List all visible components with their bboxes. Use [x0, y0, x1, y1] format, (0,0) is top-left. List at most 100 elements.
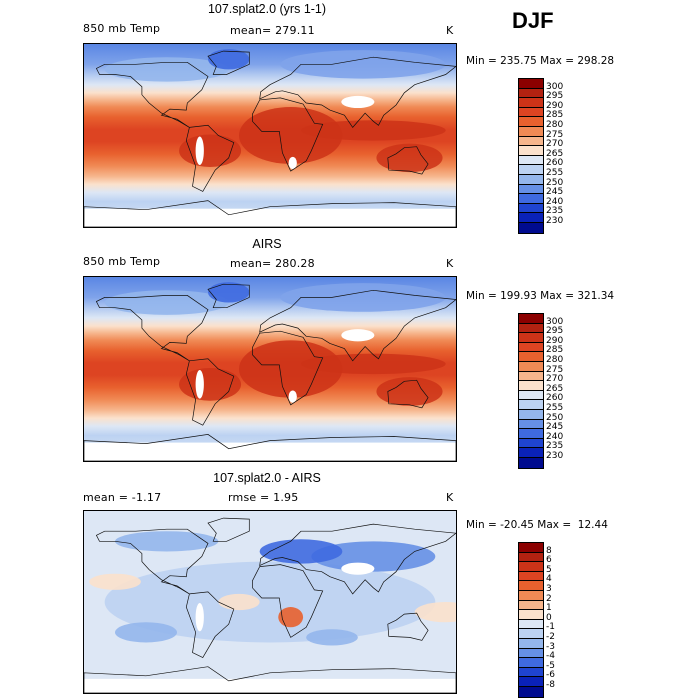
colorbar-tick-label: 295 — [546, 91, 564, 102]
colorbar-tick-label: 240 — [546, 431, 564, 442]
coastline-australia — [387, 612, 429, 641]
map-field — [84, 511, 456, 693]
mean-label: mean = -1.17 — [83, 491, 162, 504]
coastline-greenland — [207, 283, 250, 309]
panel-title: 107.splat2.0 (yrs 1-1) — [207, 2, 327, 16]
colorbar-swatch — [519, 658, 543, 668]
colorbar-swatch — [519, 314, 543, 324]
colorbar-swatch — [519, 448, 543, 458]
colorbar-tick-label: 275 — [546, 129, 564, 140]
colorbar-swatch — [519, 194, 543, 204]
coastline-north-america — [95, 61, 209, 128]
colorbar-swatch — [519, 419, 543, 430]
colorbar-tick-label: -4 — [546, 651, 555, 662]
colorbar-tick-label: 285 — [546, 110, 564, 121]
colorbar — [518, 313, 544, 469]
map-field — [84, 277, 456, 461]
colorbar-tick-label: 8 — [546, 545, 552, 556]
colorbar-tick-label: 0 — [546, 612, 552, 623]
panel-title: 107.splat2.0 - AIRS — [213, 471, 321, 485]
colorbar-tick-label: -3 — [546, 641, 555, 652]
colorbar-tick-label: 250 — [546, 412, 564, 423]
colorbar-swatch — [519, 438, 543, 449]
panel-observation: AIRS 850 mb Temp mean= 280.28 K Min = 19… — [0, 235, 700, 469]
coastline-eurasia — [259, 289, 456, 362]
colorbar-swatch — [519, 600, 543, 611]
coastline-australia — [387, 146, 429, 175]
colorbar — [518, 78, 544, 234]
variable-label: 850 mb Temp — [83, 22, 161, 35]
colorbar-swatch — [519, 409, 543, 420]
min-max-label: Min = 199.93 Max = 321.34 — [466, 290, 615, 302]
temperature-map — [83, 276, 457, 462]
colorbar-tick-label: 290 — [546, 335, 564, 346]
unit-label: K — [446, 491, 454, 504]
coastline-antarctica — [84, 434, 456, 461]
colorbar-tick-label: 285 — [546, 345, 564, 356]
colorbar-tick-label: 3 — [546, 584, 552, 594]
coastline-south-america — [185, 591, 235, 659]
colorbar-swatch — [519, 381, 543, 391]
coastline-greenland — [207, 50, 250, 75]
colorbar-tick-label: 250 — [546, 177, 564, 188]
colorbar-swatch — [519, 155, 543, 166]
colorbar-tick-label: 240 — [546, 196, 564, 207]
colorbar-tick-label: 255 — [546, 168, 564, 178]
colorbar-swatch — [519, 619, 543, 630]
colorbar-swatch — [519, 638, 543, 649]
colorbar-swatch — [519, 390, 543, 401]
coastline-north-america — [95, 528, 209, 595]
colorbar-swatch — [519, 552, 543, 563]
colorbar-swatch — [519, 457, 543, 468]
colorbar-swatch — [519, 590, 543, 601]
coastline-africa — [252, 330, 324, 406]
colorbar-swatch — [519, 342, 543, 353]
panel-model: 107.splat2.0 (yrs 1-1) 850 mb Temp mean=… — [0, 0, 700, 235]
colorbar-tick-label: 6 — [546, 555, 552, 566]
colorbar-swatch — [519, 371, 543, 382]
colorbar-tick-label: 295 — [546, 326, 564, 337]
colorbar-tick-label: 275 — [546, 364, 564, 375]
variable-label: 850 mb Temp — [83, 255, 161, 268]
colorbar-swatch — [519, 400, 543, 410]
coastline-south-america — [185, 358, 235, 426]
colorbar-swatch — [519, 629, 543, 639]
colorbar-swatch — [519, 165, 543, 175]
colorbar-tick-label: 230 — [546, 216, 564, 226]
coastline-antarctica — [84, 200, 456, 227]
colorbar-tick-label: 235 — [546, 441, 564, 452]
colorbar-swatch — [519, 107, 543, 118]
colorbar-tick-label: -6 — [546, 670, 555, 681]
colorbar-swatch — [519, 98, 543, 108]
colorbar-swatch — [519, 88, 543, 99]
colorbar-tick-label: 280 — [546, 355, 564, 365]
colorbar-tick-label: -8 — [546, 680, 555, 690]
coastline-australia — [387, 379, 429, 409]
colorbar-tick-label: 260 — [546, 393, 564, 404]
coastline-greenland — [207, 517, 250, 542]
colorbar-tick-label: 300 — [546, 316, 564, 327]
colorbar-tick-label: 265 — [546, 148, 564, 159]
colorbar-tick-label: 245 — [546, 422, 564, 433]
colorbar-tick-label: 1 — [546, 603, 552, 614]
map-field — [84, 44, 456, 227]
colorbar-tick-label: 2 — [546, 593, 552, 604]
colorbar-swatch — [519, 213, 543, 223]
colorbar-tick-label: 245 — [546, 187, 564, 198]
min-max-label: Min = 235.75 Max = 298.28 — [466, 55, 615, 67]
colorbar-tick-label: 270 — [546, 374, 564, 385]
colorbar-swatch — [519, 117, 543, 127]
colorbar-tick-label: 260 — [546, 158, 564, 169]
colorbar-swatch — [519, 686, 543, 697]
colorbar-tick-label: 280 — [546, 120, 564, 130]
colorbar-swatch — [519, 648, 543, 659]
colorbar — [518, 542, 544, 698]
temperature-map — [83, 43, 457, 228]
colorbar-tick-label: 230 — [546, 451, 564, 461]
colorbar-tick-label: 255 — [546, 403, 564, 413]
coastline-eurasia — [259, 56, 456, 128]
colorbar-tick-label: 265 — [546, 383, 564, 394]
colorbar-tick-label: 300 — [546, 81, 564, 92]
coastline-africa — [252, 564, 324, 638]
coastline-north-america — [95, 295, 209, 362]
